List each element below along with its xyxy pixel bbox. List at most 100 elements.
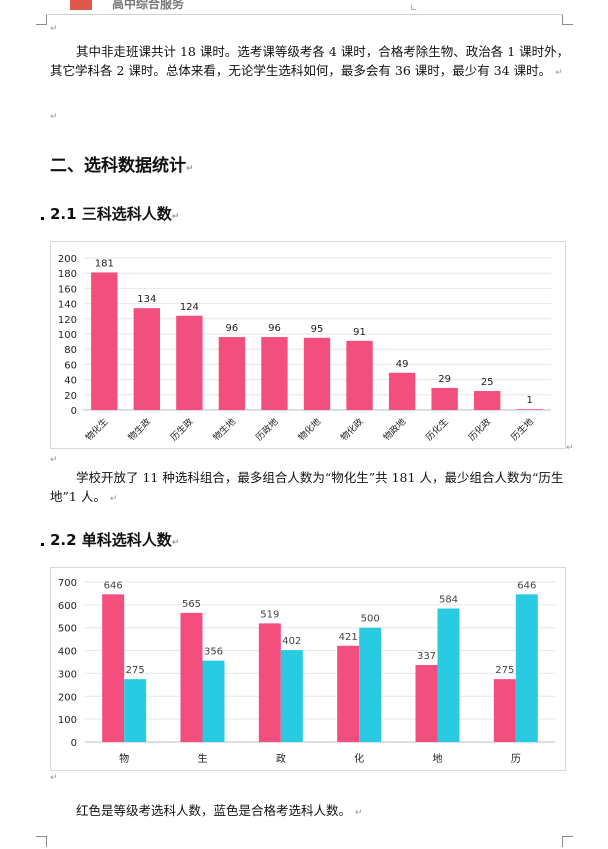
x-tick-label: 生 [198, 752, 208, 765]
bar [124, 679, 147, 742]
paragraph-text: 红色是等级考选科人数，蓝色是合格考选科人数。 [76, 803, 352, 818]
bar [359, 627, 382, 742]
y-tick-label: 120 [58, 315, 77, 326]
x-tick-label: 历化生 [423, 416, 451, 444]
y-tick-label: 300 [58, 669, 77, 680]
data-label: 49 [396, 359, 409, 370]
x-tick-label: 化 [354, 752, 364, 765]
data-label: 275 [495, 665, 514, 676]
y-tick-label: 600 [58, 601, 77, 612]
y-tick-label: 100 [58, 330, 77, 341]
bar [346, 340, 373, 410]
logo-icon [70, 0, 92, 10]
paragraph-legend-note: 红色是等级考选科人数，蓝色是合格考选科人数。 ↵ [50, 801, 570, 823]
y-tick-label: 200 [58, 254, 77, 265]
chart-combination-counts: 0 20 40 60 80 100 120 140 160 180 200 181 物化生 134 物生政 1… [50, 241, 566, 449]
crop-mark-top-right [562, 14, 573, 25]
x-tick-label: 地 [433, 752, 443, 765]
bar [388, 372, 416, 410]
paragraph-mark: ↵ [50, 773, 58, 783]
x-tick-label: 历生政 [168, 416, 196, 444]
data-label: 96 [226, 323, 239, 334]
x-tick-label: 物 [119, 752, 129, 765]
heading-bullet [41, 543, 44, 546]
bar [303, 337, 331, 410]
bar [473, 391, 501, 410]
paragraph-text: 学校开放了 11 种选科组合，最多组合人数为“物化生”共 181 人，最少组合人… [50, 470, 564, 504]
data-label: 646 [104, 580, 123, 591]
data-label: 134 [137, 294, 156, 305]
header-divider [46, 14, 563, 15]
data-label: 181 [95, 258, 114, 269]
paragraph-mark: ↵ [50, 24, 58, 34]
bar [516, 409, 543, 410]
bar [176, 315, 203, 410]
subsection-heading-text: 2.1 三科选科人数 [50, 205, 172, 223]
paragraph-text: 其中非走班课共计 18 课时。选考课等级考各 4 课时，合格考除生物、政治各 1… [50, 44, 570, 78]
bar-chart-subjects: 0 100 200 300 400 500 600 700 646 275 物 565 356 生 519 4… [58, 578, 555, 765]
bar [261, 337, 288, 410]
y-tick-label: 700 [58, 578, 77, 589]
bar [102, 594, 125, 742]
data-label: 95 [311, 324, 324, 335]
y-tick-label: 0 [71, 738, 77, 749]
data-label: 25 [481, 377, 494, 388]
heading-bullet [41, 217, 44, 220]
data-label: 337 [417, 651, 436, 662]
paragraph-mark: ↵ [355, 808, 363, 818]
paragraph-combinations: 学校开放了 11 种选科组合，最多组合人数为“物化生”共 181 人，最少组合人… [50, 468, 570, 509]
y-tick-label: 100 [58, 715, 77, 726]
y-tick-label: 180 [58, 269, 77, 280]
section-heading-text: 二、选科数据统计 [50, 156, 186, 176]
y-tick-label: 40 [64, 376, 77, 387]
data-label: 402 [282, 636, 301, 647]
bar [218, 337, 246, 410]
x-tick-label: 物生政 [125, 416, 153, 444]
data-label: 1 [527, 395, 533, 406]
section-heading: 二、选科数据统计↵ [50, 151, 194, 176]
bar [515, 594, 538, 742]
paragraph-mark: ↵ [109, 494, 118, 504]
bar [133, 308, 161, 410]
x-tick-label: 物生地 [210, 416, 238, 444]
data-label: 519 [260, 609, 279, 620]
subsection-heading-text: 2.2 单科选科人数 [50, 531, 172, 549]
crop-mark-top-left [36, 14, 47, 25]
crop-mark-bottom-left [36, 836, 47, 847]
x-tick-label: 政 [276, 752, 286, 765]
paragraph-mark: ↵ [50, 455, 58, 465]
data-label: 29 [438, 374, 451, 385]
bar [202, 660, 225, 742]
data-label: 124 [180, 302, 199, 313]
y-tick-label: 500 [58, 624, 77, 635]
y-tick-label: 400 [58, 647, 77, 658]
header-corner-mark: ∟ [410, 4, 418, 14]
bar-chart-combinations: 0 20 40 60 80 100 120 140 160 180 200 181 物化生 134 物生政 1… [58, 254, 551, 444]
x-tick-label: 历化政 [466, 416, 494, 444]
bar [437, 608, 460, 742]
bar [180, 612, 203, 742]
x-tick-label: 历生地 [508, 416, 536, 444]
paragraph-mark: ↵ [186, 164, 194, 174]
data-label: 91 [353, 327, 366, 338]
bar [493, 679, 516, 742]
x-tick-label: 物政地 [381, 416, 409, 444]
paragraph-mark: ↵ [171, 538, 180, 548]
data-label: 421 [339, 632, 358, 643]
paragraph-mark: ↵ [50, 112, 58, 122]
subsection-heading-2-1: 2.1 三科选科人数↵ [50, 203, 179, 224]
y-tick-label: 20 [64, 391, 77, 402]
subsection-heading-2-2: 2.2 单科选科人数↵ [50, 529, 179, 550]
bar [431, 387, 458, 410]
data-label: 500 [361, 614, 380, 625]
header-title: 高中综合服务 [112, 0, 185, 11]
x-tick-label: 物化生 [83, 416, 111, 444]
y-tick-label: 0 [71, 406, 77, 417]
data-label: 646 [517, 580, 536, 591]
paragraph-mark: ↵ [566, 443, 574, 453]
paragraph-mark: ↵ [171, 212, 180, 222]
data-label: 565 [182, 599, 201, 610]
x-tick-label: 历 [511, 753, 521, 765]
page-header: 高中综合服务 [70, 0, 184, 12]
bar [415, 664, 438, 742]
